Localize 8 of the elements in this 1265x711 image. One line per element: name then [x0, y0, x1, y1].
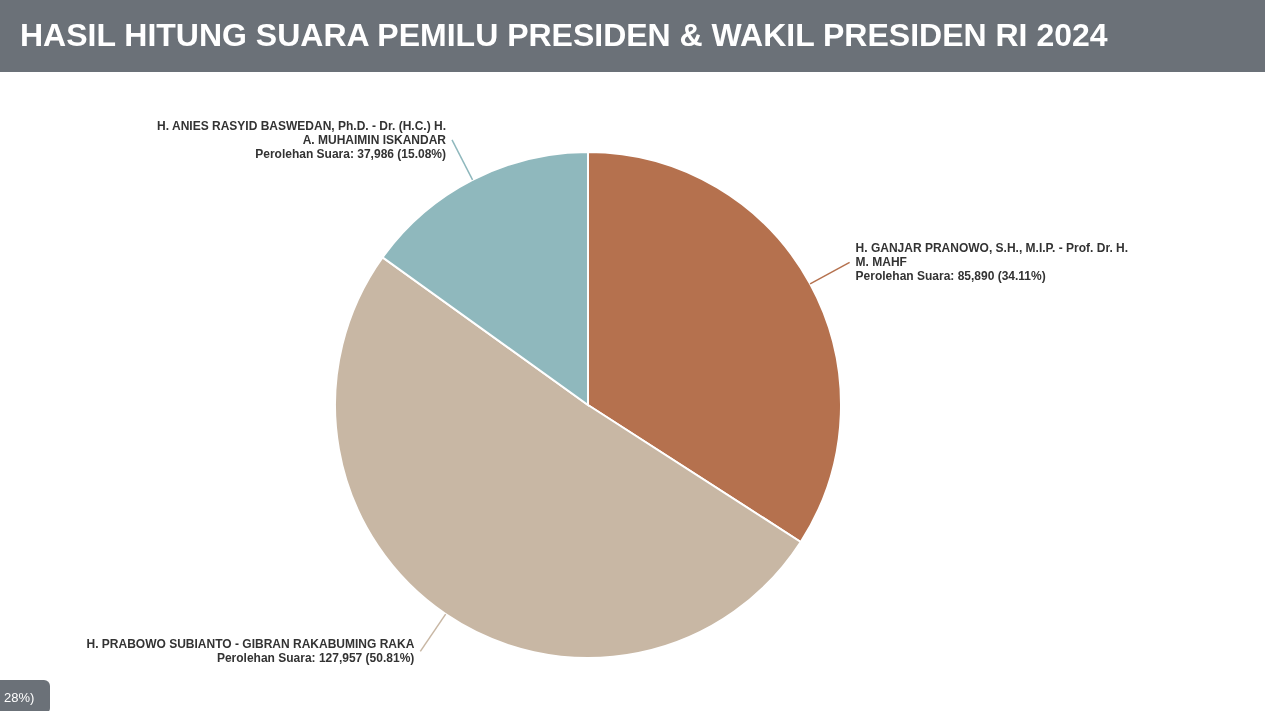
slice-label: H. PRABOWO SUBIANTO - GIBRAN RAKABUMING RAKA: [86, 637, 415, 652]
data-label: Perolehan Suara: 85,890 (34.11%): [855, 269, 1046, 284]
data-label: Perolehan Suara: 37,986 (15.08%): [255, 146, 447, 161]
text: 28%): [4, 690, 35, 705]
chart-title: HASIL HITUNG SUARA PEMILU PRESIDEN & WAKIL PRESIDEN RI 2024: [20, 17, 1108, 53]
slice-label: H. GANJAR PRANOWO, S.H., M.I.P. - Prof. Dr. H. M. MAHF: [855, 241, 1129, 270]
data-label: Perolehan Suara: 127,957 (50.81%): [216, 651, 415, 666]
slice-label: H. ANIES RASYID BASWEDAN, Ph.D. - Dr. (H.C.) H. A. MUHAIMIN ISKANDAR: [157, 118, 447, 147]
